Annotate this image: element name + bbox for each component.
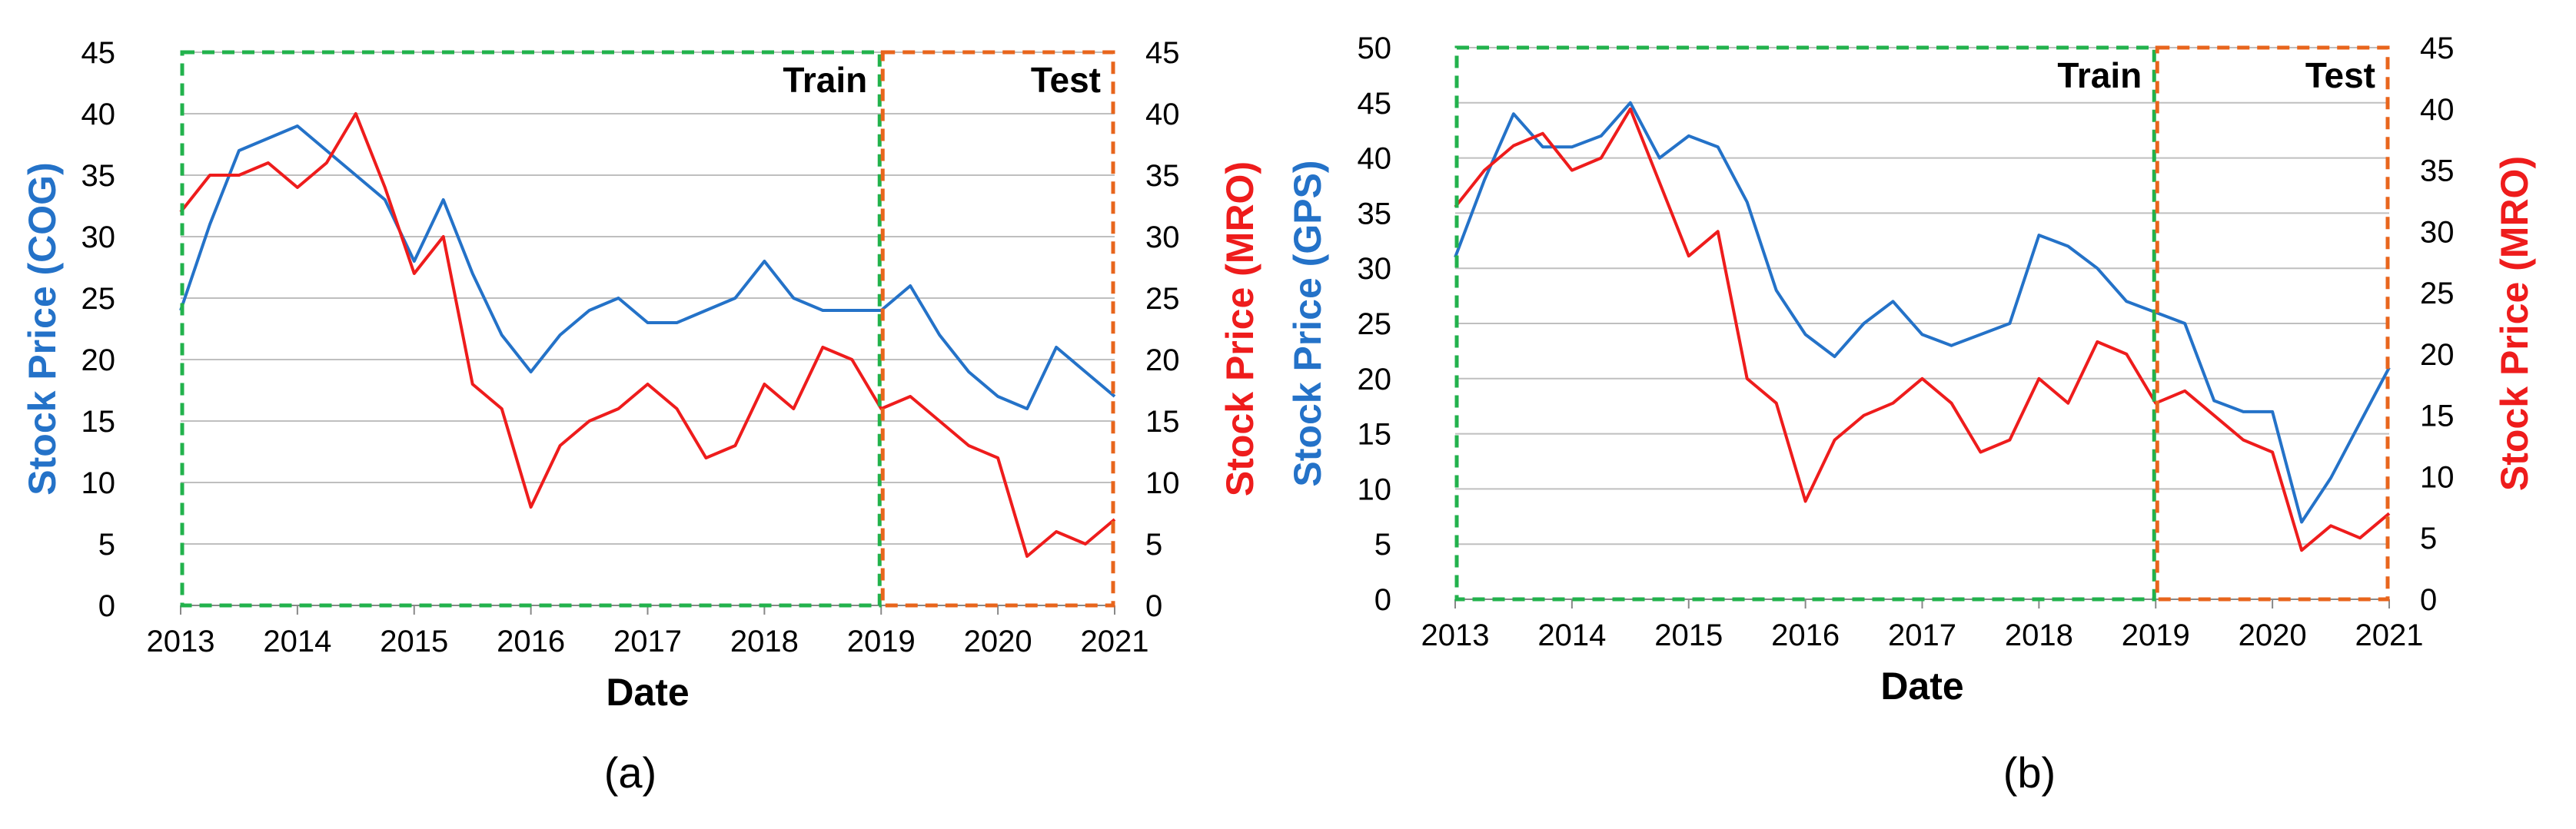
y-tick-label-right: 45 bbox=[2420, 32, 2455, 65]
y-tick-label-left: 0 bbox=[98, 589, 115, 623]
y-tick-label-right: 20 bbox=[2420, 338, 2455, 372]
y-axis-title-left: Stock Price (COG) bbox=[21, 162, 64, 495]
chart-panel-b: 0 5 10 15 20 25 30 35 40 45 50 0 5 10 15 20 25 30 35 40 45 20… bbox=[1286, 32, 2536, 797]
y-tick-label-right: 40 bbox=[1145, 98, 1180, 131]
y-tick-label-left: 0 bbox=[1374, 583, 1391, 617]
y-tick-label-left: 30 bbox=[81, 221, 116, 254]
x-tick-label: 2013 bbox=[147, 625, 215, 658]
region-label-train: Train bbox=[2057, 55, 2142, 95]
y-tick-label-right: 25 bbox=[1145, 282, 1180, 316]
series-line-left bbox=[179, 124, 1116, 410]
y-axis-title-right: Stock Price (MRO) bbox=[1218, 161, 1261, 496]
x-tick-label: 2014 bbox=[1537, 618, 1606, 652]
region-box-test bbox=[2155, 45, 2390, 602]
x-tick-label: 2020 bbox=[964, 625, 1032, 658]
panel-label: (b) bbox=[2003, 748, 2056, 797]
x-tick-label: 2016 bbox=[497, 625, 565, 658]
x-tick-label: 2018 bbox=[2005, 618, 2073, 652]
x-tick-label: 2021 bbox=[2355, 618, 2424, 652]
y-axis-title-left: Stock Price (GPS) bbox=[1286, 160, 1329, 486]
x-axis-title: Date bbox=[1880, 665, 1963, 708]
y-tick-label-left: 5 bbox=[98, 528, 115, 562]
y-tick-label-left: 20 bbox=[1358, 363, 1392, 396]
x-tick-label: 2016 bbox=[1771, 618, 1840, 652]
series-line-right bbox=[179, 112, 1116, 558]
y-tick-label-right: 10 bbox=[2420, 460, 2455, 494]
y-tick-label-right: 0 bbox=[1145, 589, 1162, 623]
y-tick-label-right: 0 bbox=[2420, 583, 2437, 617]
y-tick-label-right: 25 bbox=[2420, 277, 2455, 310]
x-tick-label: 2017 bbox=[1888, 618, 1956, 652]
x-tick-label: 2017 bbox=[613, 625, 682, 658]
region-box-test bbox=[880, 50, 1115, 608]
y-tick-label-right: 15 bbox=[1145, 405, 1180, 439]
y-tick-label-right: 5 bbox=[2420, 522, 2437, 555]
x-tick-label: 2014 bbox=[263, 625, 331, 658]
y-tick-label-right: 20 bbox=[1145, 343, 1180, 377]
x-tick-label: 2015 bbox=[1654, 618, 1723, 652]
y-tick-label-right: 35 bbox=[2420, 154, 2455, 188]
y-tick-label-left: 15 bbox=[1358, 418, 1392, 452]
y-tick-label-left: 30 bbox=[1358, 252, 1392, 286]
y-tick-label-right: 15 bbox=[2420, 400, 2455, 433]
x-tick-label: 2020 bbox=[2239, 618, 2307, 652]
x-axis-title: Date bbox=[606, 671, 689, 714]
y-tick-label-left: 40 bbox=[1358, 142, 1392, 176]
y-tick-label-left: 35 bbox=[1358, 197, 1392, 230]
y-tick-label-left: 25 bbox=[1358, 307, 1392, 341]
y-tick-label-right: 5 bbox=[1145, 528, 1162, 562]
x-tick-label: 2013 bbox=[1421, 618, 1490, 652]
y-tick-label-left: 20 bbox=[81, 343, 116, 377]
region-label-train: Train bbox=[783, 60, 867, 100]
y-tick-label-right: 30 bbox=[1145, 221, 1180, 254]
y-tick-label-right: 40 bbox=[2420, 93, 2455, 127]
region-box-train bbox=[1454, 45, 2156, 602]
x-tick-label: 2019 bbox=[2122, 618, 2190, 652]
y-tick-label-left: 15 bbox=[81, 405, 116, 439]
y-tick-label-left: 45 bbox=[81, 36, 116, 70]
chart-panel-a: 0 5 10 15 20 25 30 35 40 45 0 5 10 15 20 25 30 35 40 45 2013… bbox=[21, 36, 1261, 797]
x-tick-label: 2021 bbox=[1081, 625, 1149, 658]
y-tick-label-left: 25 bbox=[81, 282, 116, 316]
y-tick-label-left: 50 bbox=[1358, 32, 1392, 65]
region-label-test: Test bbox=[2305, 55, 2375, 95]
y-tick-label-right: 10 bbox=[1145, 466, 1180, 500]
y-tick-label-left: 40 bbox=[81, 98, 116, 131]
y-tick-label-right: 35 bbox=[1145, 159, 1180, 193]
panel-label: (a) bbox=[604, 748, 656, 797]
y-axis-title-right: Stock Price (MRO) bbox=[2493, 156, 2536, 491]
series-line-right bbox=[1454, 107, 2391, 552]
y-tick-label-left: 35 bbox=[81, 159, 116, 193]
series-line-left bbox=[1454, 101, 2391, 524]
x-tick-label: 2015 bbox=[380, 625, 448, 658]
y-tick-label-left: 10 bbox=[1358, 473, 1392, 506]
region-label-test: Test bbox=[1031, 60, 1101, 100]
y-tick-label-left: 45 bbox=[1358, 87, 1392, 121]
y-tick-label-left: 10 bbox=[81, 466, 116, 500]
x-tick-label: 2018 bbox=[730, 625, 799, 658]
x-tick-label: 2019 bbox=[847, 625, 916, 658]
region-box-train bbox=[180, 50, 882, 608]
y-tick-label-left: 5 bbox=[1374, 528, 1391, 562]
y-tick-label-right: 30 bbox=[2420, 215, 2455, 249]
y-tick-label-right: 45 bbox=[1145, 36, 1180, 70]
